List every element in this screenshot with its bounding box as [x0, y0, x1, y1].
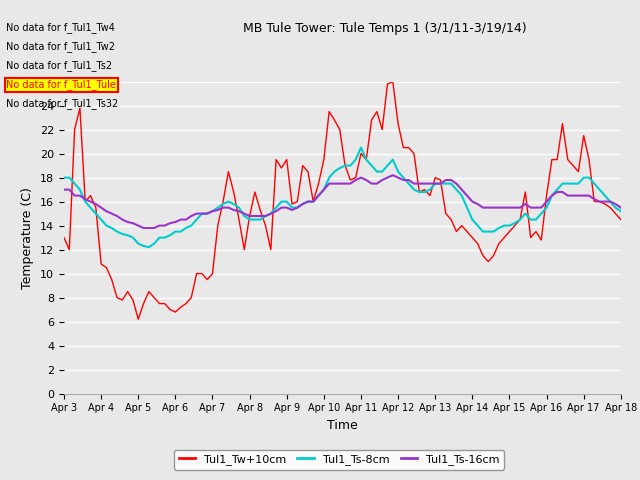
Legend: Tul1_Tw+10cm, Tul1_Ts-8cm, Tul1_Ts-16cm: Tul1_Tw+10cm, Tul1_Ts-8cm, Tul1_Ts-16cm — [174, 450, 504, 469]
Text: No data for f_Tul1_Tule: No data for f_Tul1_Tule — [6, 79, 116, 90]
Text: No data for f_Tul1_Ts32: No data for f_Tul1_Ts32 — [6, 98, 118, 109]
X-axis label: Time: Time — [327, 419, 358, 432]
Text: MB Tule Tower: Tule Temps 1 (3/1/11-3/19/14): MB Tule Tower: Tule Temps 1 (3/1/11-3/19… — [243, 22, 527, 35]
Text: No data for f_Tul1_Tw4: No data for f_Tul1_Tw4 — [6, 22, 115, 33]
Text: No data for f_Tul1_Ts2: No data for f_Tul1_Ts2 — [6, 60, 113, 71]
Y-axis label: Temperature (C): Temperature (C) — [22, 187, 35, 288]
Text: No data for f_Tul1_Tw2: No data for f_Tul1_Tw2 — [6, 41, 115, 52]
